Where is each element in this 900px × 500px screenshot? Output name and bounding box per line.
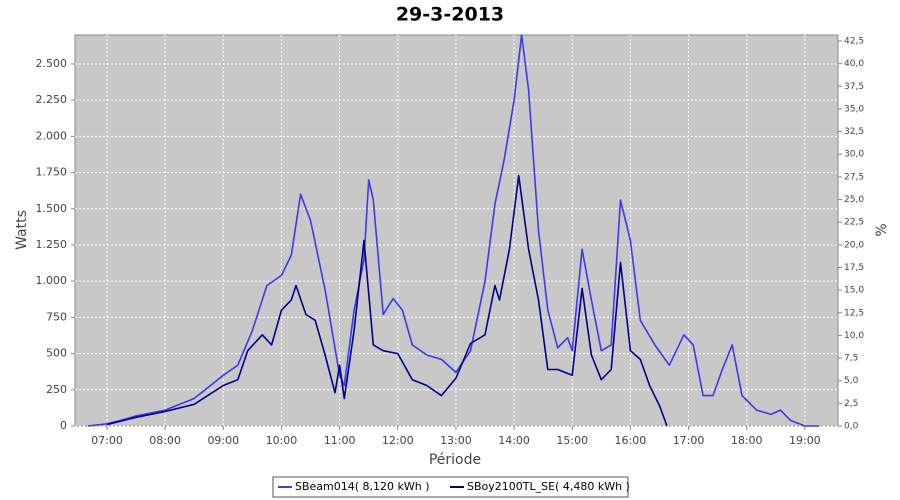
- y-tick-label: 0: [60, 419, 67, 432]
- y2-tick-label: 30,0: [844, 150, 864, 160]
- x-tick-label: 17:00: [673, 434, 705, 447]
- x-axis-label: Période: [429, 452, 481, 468]
- y2-tick-label: 27,5: [844, 172, 864, 182]
- y2-tick-label: 37,5: [844, 82, 864, 92]
- x-tick-label: 10:00: [266, 434, 298, 447]
- x-tick-label: 15:00: [556, 434, 588, 447]
- y2-tick-label: 17,5: [844, 263, 864, 273]
- series-line: [106, 174, 668, 427]
- legend-label: SBeam014( 8,120 kWh ): [295, 480, 430, 493]
- y2-tick-label: 40,0: [844, 59, 864, 69]
- chart-title: 29-3-2013: [396, 4, 504, 26]
- y2-axis-label: %: [874, 223, 890, 236]
- y-tick-label: 2.500: [36, 57, 68, 70]
- x-tick-label: 12:00: [382, 434, 414, 447]
- y-tick-label: 1.000: [36, 274, 68, 287]
- legend-label: SBoy2100TL_SE( 4,480 kWh ): [467, 480, 630, 493]
- y2-tick-label: 12,5: [844, 308, 864, 318]
- y2-tick-label: 22,5: [844, 218, 864, 228]
- x-tick-label: 13:00: [440, 434, 472, 447]
- x-tick-label: 18:00: [731, 434, 763, 447]
- y2-tick-label: 32,5: [844, 127, 864, 137]
- y2-tick-label: 42,5: [844, 36, 864, 46]
- y-tick-label: 2.000: [36, 129, 68, 142]
- y2-tick-label: 2,5: [844, 399, 858, 409]
- x-tick-label: 07:00: [91, 434, 123, 447]
- y2-tick-label: 0,0: [844, 422, 859, 432]
- x-tick-label: 19:00: [789, 434, 821, 447]
- y2-tick-label: 10,0: [844, 331, 864, 341]
- x-tick-label: 08:00: [149, 434, 181, 447]
- y-tick-label: 250: [46, 383, 67, 396]
- y-tick-label: 2.250: [36, 93, 68, 106]
- y2-tick-label: 5,0: [844, 376, 859, 386]
- y2-tick-label: 15,0: [844, 286, 864, 296]
- y-axis-label: Watts: [14, 210, 30, 250]
- series-line: [87, 34, 820, 427]
- x-tick-label: 09:00: [207, 434, 239, 447]
- y2-tick-label: 7,5: [844, 354, 858, 364]
- y-tick-label: 1.500: [36, 202, 68, 215]
- y2-tick-label: 25,0: [844, 195, 864, 205]
- y-tick-label: 1.250: [36, 238, 68, 251]
- y2-tick-label: 20,0: [844, 240, 864, 250]
- x-tick-label: 14:00: [498, 434, 530, 447]
- y-tick-label: 1.750: [36, 166, 68, 179]
- y-tick-label: 750: [46, 310, 67, 323]
- x-tick-label: 11:00: [324, 434, 356, 447]
- y2-tick-label: 35,0: [844, 104, 864, 114]
- x-tick-label: 16:00: [615, 434, 647, 447]
- y-tick-label: 500: [46, 347, 67, 360]
